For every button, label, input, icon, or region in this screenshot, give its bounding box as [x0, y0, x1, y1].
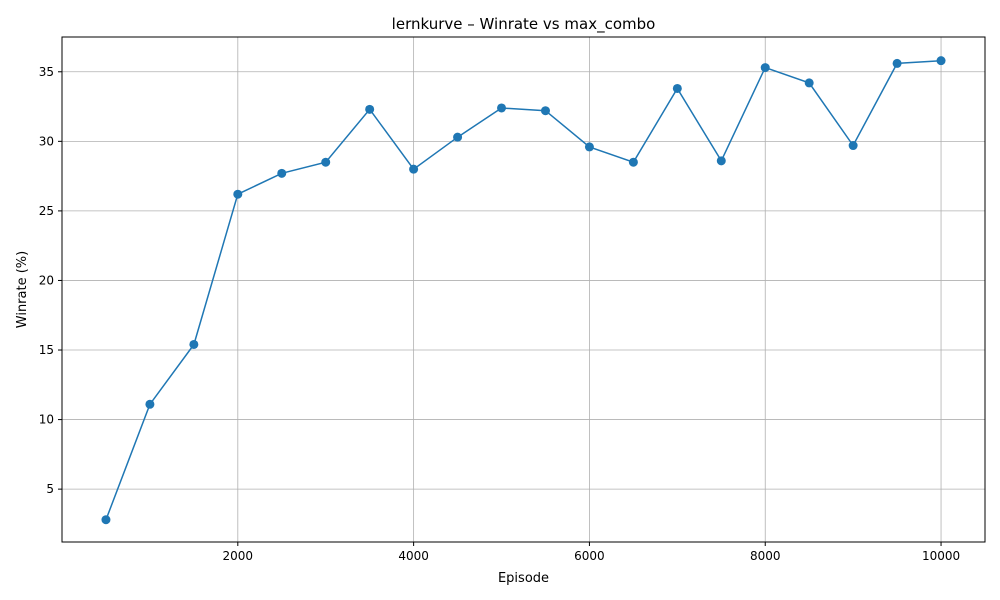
series-line [105, 59, 942, 520]
y-tick-label: 10 [39, 413, 54, 427]
data-point [936, 56, 946, 66]
y-tick-label: 5 [46, 482, 54, 496]
data-point [453, 132, 463, 142]
grid [62, 37, 985, 542]
chart-title: lernkurve – Winrate vs max_combo [392, 15, 656, 34]
data-point [189, 339, 199, 349]
x-axis-label: Episode [498, 571, 549, 586]
series [101, 56, 946, 525]
data-point [101, 515, 111, 525]
data-point [233, 189, 243, 199]
data-point [365, 104, 375, 114]
data-point [145, 399, 155, 409]
y-axis-label: Winrate (%) [15, 251, 30, 328]
data-point [760, 63, 770, 73]
data-point [409, 164, 419, 174]
data-point [584, 142, 594, 152]
y-tick-label: 30 [39, 134, 54, 148]
y-tick-label: 20 [39, 273, 54, 287]
data-point [540, 106, 550, 116]
data-point [672, 83, 682, 93]
y-axis-ticks: 5 10 15 20 25 30 35 [39, 65, 62, 496]
data-point [716, 156, 726, 166]
plot-frame [61, 36, 986, 543]
x-tick-label: 8000 [750, 549, 781, 563]
x-tick-label: 4000 [398, 549, 429, 563]
data-point [892, 58, 902, 68]
x-axis-ticks: 2000 4000 6000 8000 10000 [223, 542, 960, 563]
x-tick-label: 2000 [223, 549, 254, 563]
data-point [804, 78, 814, 88]
data-point [497, 103, 507, 113]
y-tick-label: 35 [39, 65, 54, 79]
data-point [628, 157, 638, 167]
data-point [321, 157, 331, 167]
x-tick-label: 10000 [922, 549, 960, 563]
data-point [848, 141, 858, 151]
x-tick-label: 6000 [574, 549, 605, 563]
data-point [277, 168, 287, 178]
y-tick-label: 15 [39, 343, 54, 357]
y-tick-label: 25 [39, 204, 54, 218]
